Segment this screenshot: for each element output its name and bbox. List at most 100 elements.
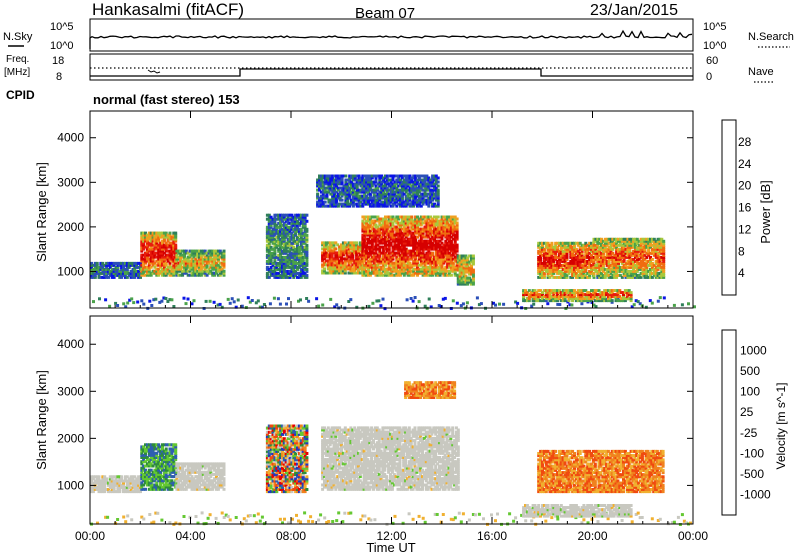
heatmap-cell <box>318 196 321 200</box>
heatmap-cell <box>412 245 416 249</box>
heatmap-cell <box>372 255 376 259</box>
heatmap-cell <box>329 188 333 192</box>
heatmap-cell <box>273 239 277 243</box>
heatmap-cell <box>301 273 305 277</box>
heatmap-cell <box>546 273 550 277</box>
heatmap-cell <box>380 259 384 263</box>
heatmap-cell <box>292 247 296 251</box>
heatmap-cell <box>451 269 455 273</box>
heatmap-cell <box>446 235 450 239</box>
heatmap-cell <box>374 229 378 233</box>
heatmap-cell <box>168 271 172 275</box>
heatmap-cell <box>303 271 307 275</box>
heatmap-cell <box>578 251 582 255</box>
heatmap-cell <box>112 269 116 273</box>
heatmap-cell <box>269 247 273 251</box>
heatmap-cell <box>150 304 154 307</box>
heatmap-cell <box>556 295 560 299</box>
heatmap-cell <box>374 273 378 277</box>
heatmap-cell <box>400 243 404 247</box>
heatmap-cell <box>275 243 279 247</box>
heatmap-cell <box>544 263 548 267</box>
heatmap-cell <box>393 269 397 273</box>
heatmap-cell <box>412 269 416 273</box>
heatmap-cell <box>351 176 355 180</box>
heatmap-cell <box>331 200 335 204</box>
heatmap-cell <box>576 257 580 261</box>
heatmap-cell <box>558 271 561 275</box>
heatmap-cell <box>378 233 382 237</box>
heatmap-cell <box>335 194 338 198</box>
heatmap-cell <box>451 249 455 253</box>
heatmap-cell <box>554 299 558 303</box>
heatmap-cell <box>342 174 346 178</box>
heatmap-cell <box>632 253 636 257</box>
heatmap-cell <box>635 251 639 255</box>
heatmap-cell <box>340 247 343 251</box>
heatmap-cell <box>552 263 556 267</box>
heatmap-cell <box>277 221 281 225</box>
heatmap-cell <box>429 241 433 245</box>
heatmap-cell <box>110 269 114 273</box>
heatmap-cell <box>594 247 598 251</box>
heatmap-cell <box>656 247 660 251</box>
heatmap-cell <box>417 227 421 231</box>
heatmap-cell <box>402 215 406 219</box>
heatmap-cell <box>448 273 451 277</box>
heatmap-cell <box>649 237 652 241</box>
heatmap-cell <box>147 247 151 251</box>
heatmap-cell <box>427 231 431 235</box>
heatmap-cell <box>446 263 450 267</box>
heatmap-cell <box>611 241 615 245</box>
heatmap-cell <box>95 263 99 267</box>
heatmap-cell <box>448 247 451 251</box>
heatmap-cell <box>157 251 161 255</box>
heatmap-cell <box>654 265 658 269</box>
heatmap-cell <box>343 259 347 263</box>
heatmap-cell <box>175 253 179 257</box>
heatmap-cell <box>393 219 397 223</box>
heatmap-cell <box>372 231 376 235</box>
heatmap-cell <box>471 256 475 260</box>
heatmap-cell <box>288 241 292 245</box>
heatmap-cell <box>419 255 423 259</box>
heatmap-cell <box>590 271 593 275</box>
heatmap-cell <box>569 249 573 253</box>
heatmap-cell <box>412 233 416 237</box>
heatmap-cell <box>220 305 224 309</box>
heatmap-cell <box>345 245 349 249</box>
heatmap-cell <box>166 235 170 239</box>
heatmap-cell <box>370 219 374 223</box>
heatmap-cell <box>546 247 550 251</box>
heatmap-cell <box>563 241 567 245</box>
heatmap-cell <box>601 255 605 259</box>
heatmap-cell <box>453 269 457 273</box>
heatmap-cell <box>455 301 459 305</box>
heatmap-cell <box>323 263 326 267</box>
heatmap-cell <box>397 251 401 255</box>
heatmap-cell <box>365 188 369 192</box>
heatmap-cell <box>626 261 630 265</box>
heatmap-cell <box>477 303 481 307</box>
heatmap-cell <box>603 295 607 299</box>
heatmap-cell <box>277 213 281 217</box>
heatmap-cell <box>330 255 334 259</box>
heatmap-cell <box>273 233 277 237</box>
heatmap-cell <box>149 241 153 245</box>
heatmap-cell <box>546 289 550 293</box>
heatmap-cell <box>273 275 277 279</box>
nave-label: Nave <box>748 66 774 78</box>
heatmap-cell <box>90 263 93 267</box>
heatmap-cell <box>416 215 419 219</box>
heatmap-cell <box>423 261 427 265</box>
heatmap-cell <box>188 265 192 269</box>
heatmap-cell <box>277 239 281 243</box>
heatmap-cell <box>573 249 576 253</box>
heatmap-cell <box>216 257 220 261</box>
heatmap-cell <box>340 198 344 202</box>
heatmap-cell <box>433 255 436 259</box>
heatmap-cell <box>617 237 620 241</box>
heatmap-cell <box>590 259 593 263</box>
heatmap-cell <box>140 233 144 237</box>
heatmap-cell <box>177 255 181 259</box>
